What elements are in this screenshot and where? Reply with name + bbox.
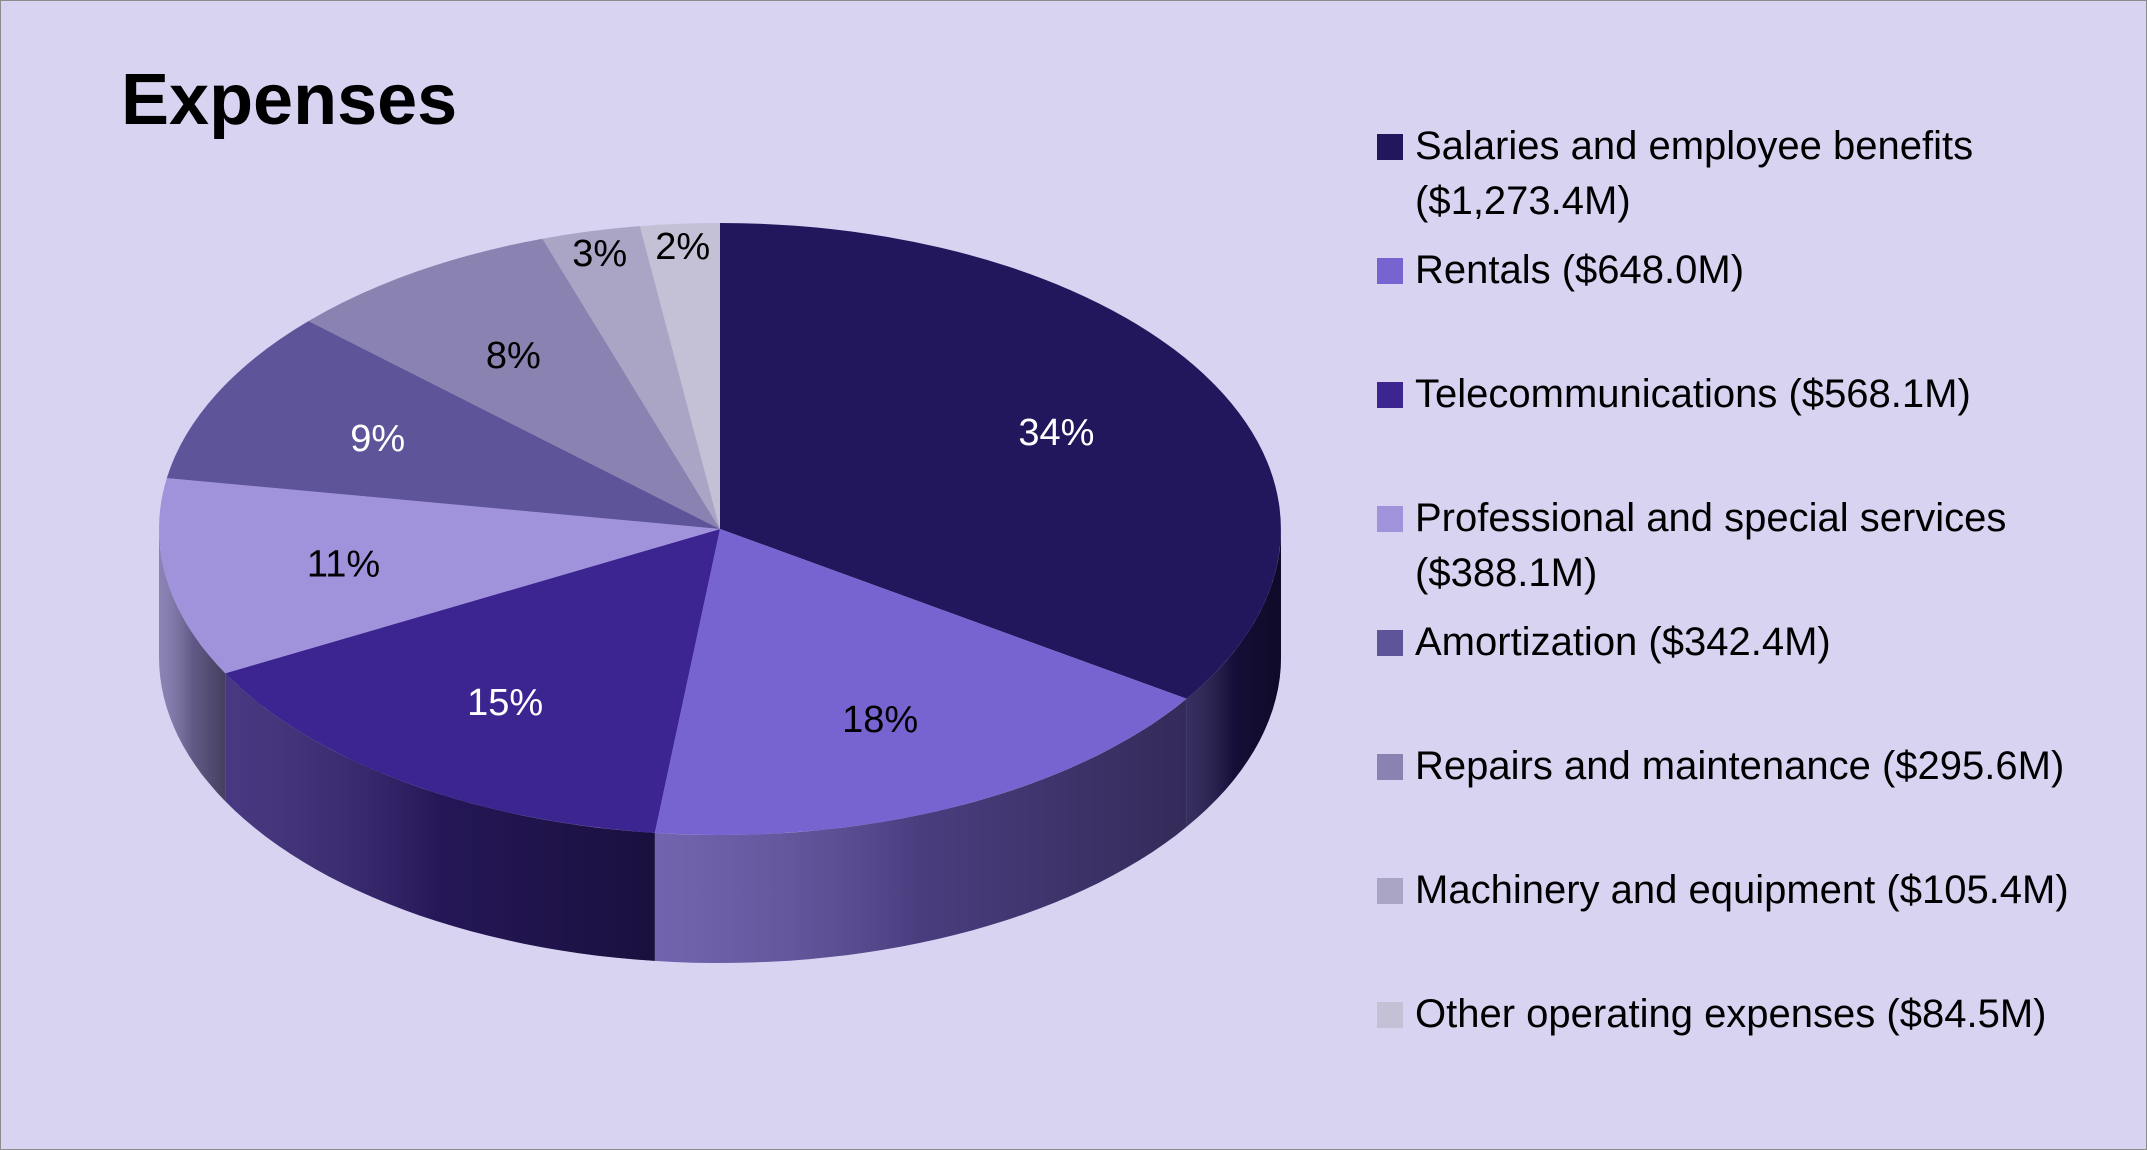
data-label-salaries-and-employee-benefits: 34%	[1018, 412, 1094, 454]
legend-swatch	[1377, 878, 1403, 904]
pie-side-shading	[654, 698, 1187, 963]
legend-swatch	[1377, 630, 1403, 656]
pie-side-shading	[1186, 529, 1281, 827]
legend-swatch	[1377, 754, 1403, 780]
legend-swatch	[1377, 134, 1403, 160]
legend-label: Salaries and employee benefits ($1,273.4…	[1415, 124, 1974, 223]
data-label-rentals: 18%	[842, 699, 918, 741]
pie-slice-salaries-and-employee-benefits[interactable]	[720, 223, 1281, 699]
pie-slice-professional-and-special-services[interactable]	[158, 478, 721, 674]
pie-slice-telecommunications[interactable]	[225, 529, 721, 833]
legend-label: Professional and special services ($388.…	[1415, 496, 2007, 595]
data-label-other-operating-expenses: 2%	[655, 226, 710, 268]
data-label-telecommunications: 15%	[467, 682, 543, 724]
pie-slice-machinery-and-equipment[interactable]	[542, 226, 721, 529]
legend-label: Repairs and maintenance ($295.6M)	[1415, 744, 2065, 788]
pie-slice-rentals[interactable]	[654, 529, 1187, 835]
pie-data-labels: 34% 18% 15% 11% 9% 8% 3% 2%	[307, 226, 1095, 741]
legend-swatch	[1377, 382, 1403, 408]
pie-slice-repairs-and-maintenance[interactable]	[308, 238, 720, 529]
pie-side-shading	[159, 529, 226, 802]
data-label-professional-and-special-services: 11%	[307, 544, 380, 586]
legend-label: Rentals ($648.0M)	[1415, 248, 1745, 292]
legend-swatch	[1377, 1002, 1403, 1028]
data-label-repairs-and-maintenance: 8%	[486, 335, 541, 377]
pie-side-shading	[225, 673, 655, 961]
chart-title: Expenses	[121, 60, 458, 140]
data-label-amortization: 9%	[350, 418, 405, 460]
legend-label: Machinery and equipment ($105.4M)	[1415, 868, 2069, 912]
pie-slice-amortization[interactable]	[166, 321, 721, 529]
legend-label: Other operating expenses ($84.5M)	[1415, 992, 2047, 1036]
legend-swatch	[1377, 258, 1403, 284]
legend-label: Telecommunications ($568.1M)	[1415, 372, 1971, 416]
pie-side-walls	[159, 529, 1281, 963]
pie-slice-other-operating-expenses[interactable]	[639, 222, 720, 529]
pie-slices	[158, 222, 1281, 835]
legend-swatch	[1377, 506, 1403, 532]
data-label-machinery-and-equipment: 3%	[572, 233, 627, 275]
legend-label: Amortization ($342.4M)	[1415, 620, 1831, 664]
